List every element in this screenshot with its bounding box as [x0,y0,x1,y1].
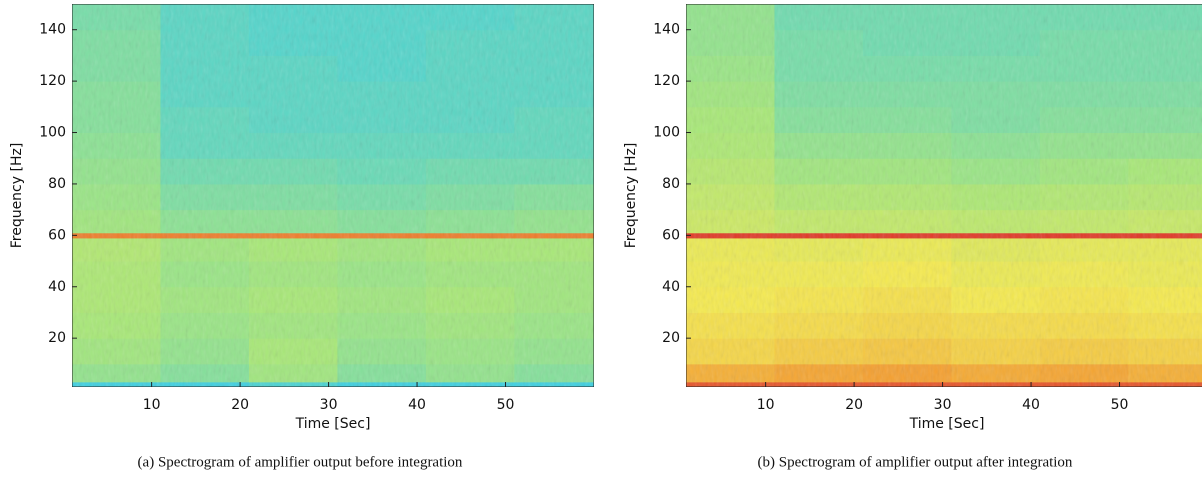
y-tick-label: 20 [48,330,66,346]
texture [686,4,1202,387]
caption: (a) Spectrogram of amplifier output befo… [138,454,463,470]
y-tick-label: 40 [662,279,680,295]
y-tick-label: 120 [39,73,66,89]
y-tick-label: 140 [39,22,66,38]
caption: (b) Spectrogram of amplifier output afte… [758,454,1073,470]
y-tick-label: 100 [39,125,66,141]
x-tick-label: 40 [408,397,426,413]
y-tick-label: 100 [653,125,680,141]
x-tick-label: 50 [497,397,515,413]
x-tick-label: 20 [231,397,249,413]
x-tick-label: 30 [320,397,338,413]
x-tick-label: 30 [934,397,952,413]
x-tick-label: 20 [845,397,863,413]
x-axis-title: Time [Sec] [909,416,985,432]
y-tick-label: 60 [662,227,680,243]
y-tick-label: 140 [653,22,680,38]
x-tick-label: 10 [757,397,775,413]
x-tick-label: 50 [1111,397,1129,413]
y-axis-title: Frequency [Hz] [623,143,639,249]
x-tick-label: 10 [143,397,161,413]
y-tick-label: 40 [48,279,66,295]
y-axis-title: Frequency [Hz] [9,143,25,249]
y-tick-label: 60 [48,227,66,243]
x-tick-label: 40 [1022,397,1040,413]
y-tick-label: 20 [662,330,680,346]
heatmap-cells [686,4,1202,387]
x-axis-title: Time [Sec] [295,416,371,432]
y-tick-label: 80 [48,176,66,192]
chart: 10 20 30 40 50 20 40 60 80 100 120 140 Time [Sec] Fre… [9,4,594,470]
chart: 10 20 30 40 50 20 40 60 80 100 120 140 Time [Sec] Fre… [623,4,1202,470]
y-tick-label: 80 [662,176,680,192]
texture [72,4,594,387]
heatmap-cells [72,4,594,387]
y-tick-label: 120 [653,73,680,89]
